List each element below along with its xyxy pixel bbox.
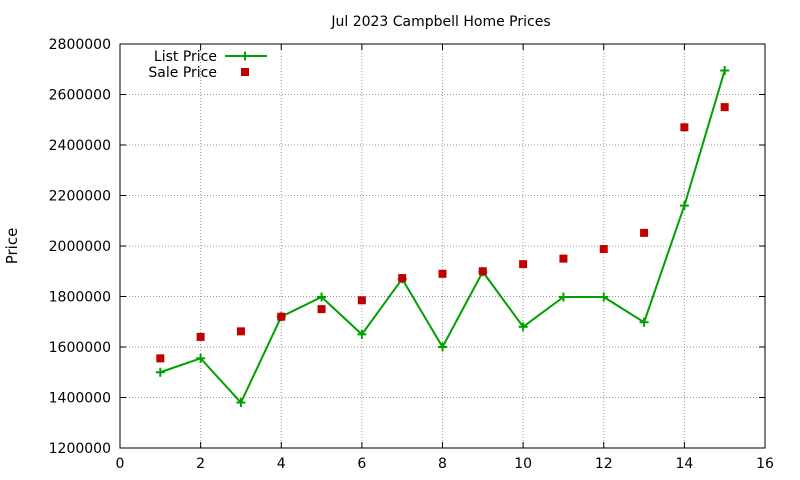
sale-price-point [720, 103, 729, 112]
y-tick-label: 1800000 [49, 290, 111, 306]
sale-price-point [519, 260, 528, 269]
x-tick-label: 14 [675, 456, 693, 472]
sale-price-point [640, 228, 649, 237]
y-tick-label: 1600000 [49, 340, 111, 356]
series-layer [155, 66, 730, 408]
legend-label: List Price [154, 49, 217, 65]
grid-lines [120, 44, 765, 448]
sale-price-point [196, 332, 205, 341]
x-tick-label: 12 [595, 456, 613, 472]
list-price-point [196, 353, 206, 363]
sale-price-point [277, 312, 286, 321]
list-price-point [240, 51, 250, 61]
list-price-point [236, 398, 246, 408]
legend-square-swatch [241, 68, 249, 76]
list-price-point [518, 322, 528, 332]
y-tick-label: 2400000 [49, 138, 111, 154]
sale-price-point [357, 296, 366, 305]
legend-label: Sale Price [148, 65, 217, 81]
sale-price-point [317, 305, 326, 314]
list-price-point [599, 292, 609, 302]
y-tick-label: 2200000 [49, 189, 111, 205]
chart-title: Jul 2023 Campbell Home Prices [330, 14, 550, 30]
list-price-point [357, 329, 367, 339]
list-price-point [155, 367, 165, 377]
x-tick-label: 10 [514, 456, 532, 472]
sale-price-point [680, 123, 689, 132]
list-price-point [639, 317, 649, 327]
sale-price-point [438, 269, 447, 278]
y-tick-label: 1400000 [49, 391, 111, 407]
plot-frame [119, 43, 766, 449]
tick-labels: 0 2 4 6 8 10 12 14 16 1200000 1400000 1600000 180000… [49, 37, 774, 472]
list-price-point [438, 342, 447, 352]
x-tick-label: 6 [357, 456, 366, 472]
sale-price-point [599, 245, 608, 254]
x-tick-label: 2 [196, 456, 205, 472]
list-price-point [558, 292, 568, 302]
y-tick-label: 1200000 [49, 441, 111, 457]
x-tick-label: 4 [277, 456, 286, 472]
x-tick-label: 0 [116, 456, 125, 472]
list-price-point [679, 201, 689, 211]
sale-price-point [559, 254, 568, 263]
y-axis-label: Price [3, 228, 21, 265]
sale-price-point [478, 267, 487, 276]
sale-price-point [156, 354, 165, 363]
y-tick-label: 2600000 [49, 88, 111, 104]
x-tick-label: 16 [756, 456, 774, 472]
y-tick-label: 2000000 [49, 239, 111, 255]
list-price-point [720, 66, 730, 76]
list-price-point [317, 292, 327, 302]
x-tick-label: 8 [438, 456, 447, 472]
sale-price-point [236, 327, 245, 336]
y-tick-label: 2800000 [49, 37, 111, 53]
sale-price-point [398, 274, 407, 283]
